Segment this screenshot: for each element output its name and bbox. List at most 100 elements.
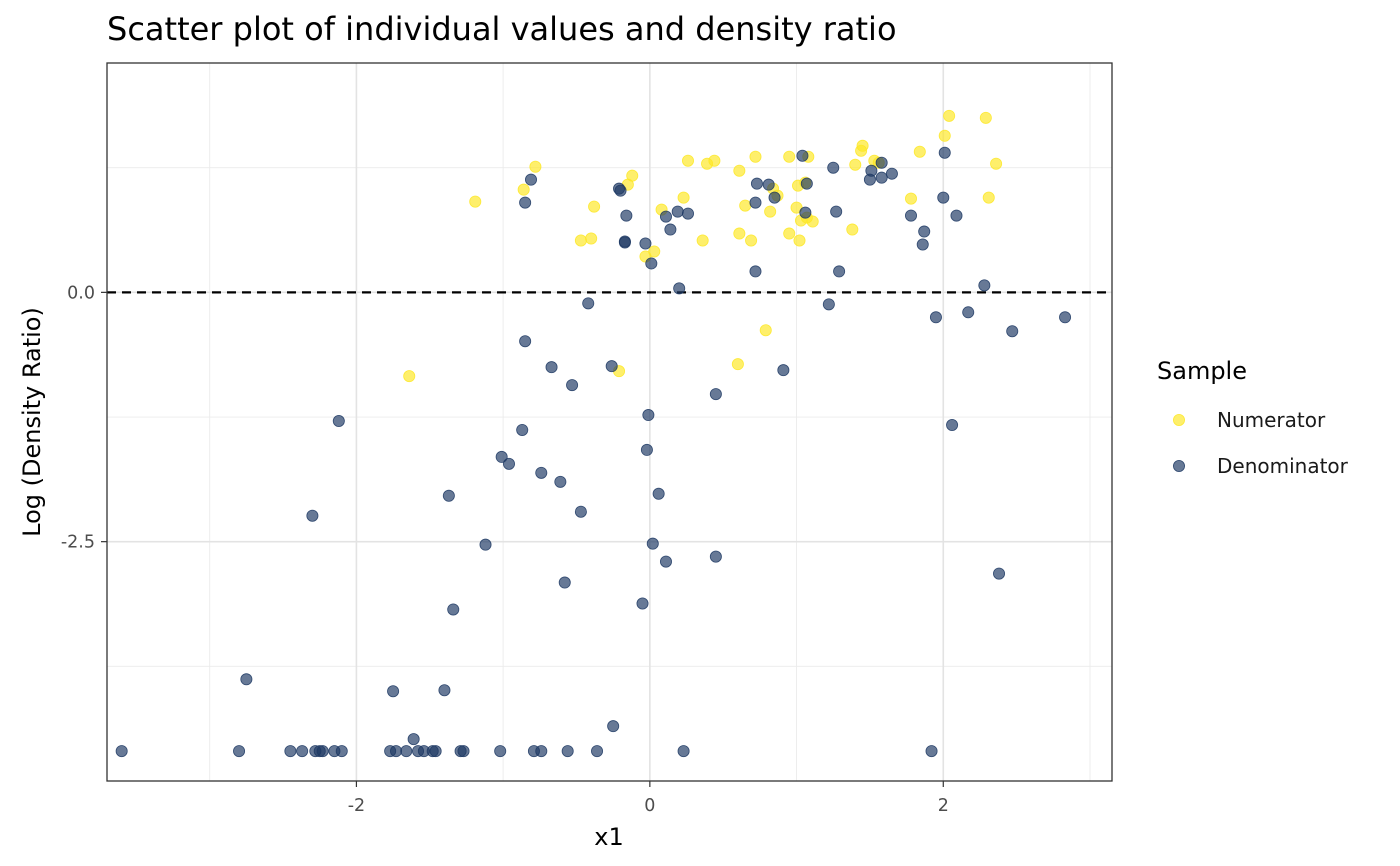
data-point-denominator	[516, 423, 529, 436]
data-point-numerator	[585, 232, 598, 245]
x-tick-label: 2	[938, 796, 949, 816]
data-point-denominator	[905, 209, 918, 222]
data-point-denominator	[950, 209, 963, 222]
data-point-denominator	[709, 550, 722, 563]
data-point-denominator	[607, 720, 620, 733]
y-axis-ticks: 0.0 -2.5	[61, 283, 107, 553]
data-point-numerator	[856, 139, 869, 152]
data-point-numerator	[469, 195, 482, 208]
data-point-denominator	[978, 279, 991, 292]
data-point-numerator	[990, 157, 1003, 170]
data-point-denominator	[525, 173, 538, 186]
data-point-denominator	[457, 745, 470, 758]
data-point-denominator	[296, 745, 309, 758]
x-axis-title: x1	[594, 823, 623, 851]
data-point-numerator	[905, 192, 918, 205]
data-point-denominator	[749, 265, 762, 278]
data-point-denominator	[574, 505, 587, 518]
data-point-denominator	[822, 298, 835, 311]
data-point-denominator	[937, 191, 950, 204]
data-point-denominator	[495, 450, 508, 463]
data-point-denominator	[614, 184, 627, 197]
data-point-denominator	[335, 745, 348, 758]
data-point-denominator	[875, 156, 888, 169]
data-point-denominator	[558, 576, 571, 589]
panel-border	[106, 62, 1113, 782]
data-point-denominator	[306, 509, 319, 522]
data-point-numerator	[733, 164, 746, 177]
data-point-denominator	[639, 237, 652, 250]
data-point-denominator	[233, 745, 246, 758]
data-point-numerator	[739, 199, 752, 212]
legend-title: Sample	[1157, 357, 1247, 385]
data-point-denominator	[332, 415, 345, 428]
data-point-numerator	[696, 234, 709, 247]
data-point-denominator	[929, 311, 942, 324]
data-point-denominator	[768, 191, 781, 204]
data-point-denominator	[659, 555, 672, 568]
legend-label: Numerator	[1217, 408, 1326, 432]
data-point-denominator	[762, 178, 775, 191]
data-points	[115, 109, 1072, 758]
data-point-denominator	[429, 745, 442, 758]
data-point-denominator	[390, 745, 403, 758]
data-point-numerator	[626, 169, 639, 182]
data-point-numerator	[764, 205, 777, 218]
legend-label: Denominator	[1217, 454, 1349, 478]
data-point-denominator	[502, 457, 515, 470]
data-point-denominator	[645, 257, 658, 270]
data-point-denominator	[827, 161, 840, 174]
data-point-denominator	[642, 409, 655, 422]
data-point-denominator	[664, 223, 677, 236]
data-point-numerator	[588, 200, 601, 213]
data-point-denominator	[916, 238, 929, 251]
data-point-denominator	[554, 475, 567, 488]
data-point-denominator	[830, 205, 843, 218]
data-point-numerator	[849, 158, 862, 171]
data-point-denominator	[875, 171, 888, 184]
data-point-denominator	[993, 567, 1006, 580]
data-point-denominator	[885, 167, 898, 180]
data-point-numerator	[943, 109, 956, 122]
data-point-denominator	[535, 745, 548, 758]
legend-entries: Numerator Denominator	[1173, 408, 1349, 478]
legend: Sample Numerator Denominator	[1157, 357, 1349, 478]
data-point-numerator	[733, 227, 746, 240]
data-point-denominator	[535, 466, 548, 479]
data-point-numerator	[529, 160, 542, 173]
data-point-numerator	[938, 129, 951, 142]
data-point-numerator	[677, 191, 690, 204]
data-point-numerator	[846, 223, 859, 236]
data-point-denominator	[800, 177, 813, 190]
data-point-denominator	[561, 745, 574, 758]
x-axis-ticks: -2 0 2	[348, 781, 949, 816]
data-point-denominator	[681, 207, 694, 220]
data-point-denominator	[519, 196, 532, 209]
data-point-denominator	[709, 388, 722, 401]
data-point-denominator	[284, 745, 297, 758]
data-point-numerator	[574, 234, 587, 247]
data-point-denominator	[545, 361, 558, 374]
chart-title: Scatter plot of individual values and de…	[107, 10, 897, 48]
data-point-denominator	[671, 205, 684, 218]
data-point-numerator	[783, 150, 796, 163]
data-point-denominator	[640, 443, 653, 456]
y-tick-label: 0.0	[67, 283, 95, 303]
data-point-denominator	[115, 745, 128, 758]
x-tick-label: -2	[348, 796, 365, 816]
data-point-numerator	[982, 191, 995, 204]
data-point-numerator	[745, 234, 758, 247]
data-point-denominator	[387, 685, 400, 698]
legend-key	[1173, 459, 1186, 472]
data-point-numerator	[403, 370, 416, 383]
data-point-denominator	[865, 164, 878, 177]
data-point-denominator	[566, 379, 579, 392]
x-tick-label: 0	[644, 796, 655, 816]
data-point-denominator	[605, 360, 618, 373]
data-point-denominator	[636, 597, 649, 610]
data-point-denominator	[1006, 325, 1019, 338]
y-tick-label: -2.5	[61, 533, 95, 553]
data-point-denominator	[442, 489, 455, 502]
series-denominator	[115, 146, 1072, 758]
